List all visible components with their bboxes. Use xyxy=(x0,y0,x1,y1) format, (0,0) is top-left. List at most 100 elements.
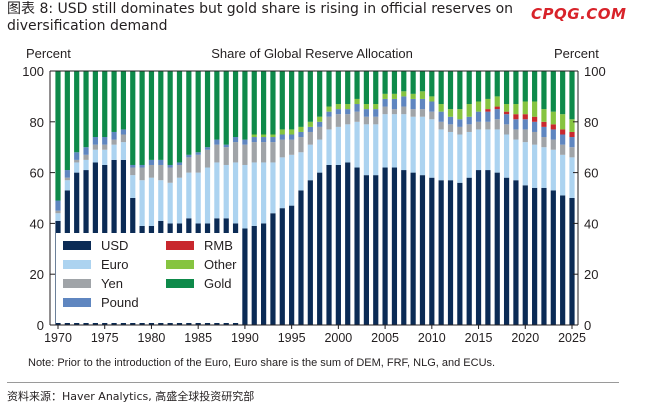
bar-usd-2012 xyxy=(447,180,454,325)
bar-gold-1994 xyxy=(279,71,285,130)
bar-pound-1974 xyxy=(92,137,98,145)
bar-usd-1995 xyxy=(289,205,295,325)
bar-other-2015 xyxy=(475,101,482,112)
bar-gold-1983 xyxy=(176,71,183,163)
bar-usd-2016 xyxy=(485,170,491,325)
bar-gold-2023 xyxy=(550,71,556,112)
bar-gold-1999 xyxy=(326,71,332,107)
bar-rmb-2022 xyxy=(541,121,547,127)
bar-usd-2014 xyxy=(466,177,472,325)
bar-yen-1990 xyxy=(242,144,248,165)
bar-other-2002 xyxy=(354,98,360,105)
bar-rmb-2024 xyxy=(560,129,566,135)
bar-yen-2016 xyxy=(485,121,491,130)
bar-usd-1998 xyxy=(317,172,323,325)
bar-yen-2008 xyxy=(410,109,416,117)
bar-yen-2001 xyxy=(345,114,351,125)
x-tick-label: 2020 xyxy=(511,331,539,345)
bar-euro-1977 xyxy=(120,142,127,160)
bar-yen-2000 xyxy=(335,114,341,127)
bar-yen-2007 xyxy=(401,106,407,115)
bar-pound-1980 xyxy=(148,159,155,165)
bar-euro-2007 xyxy=(401,114,407,171)
bar-yen-1971 xyxy=(64,177,70,181)
bar-euro-1997 xyxy=(307,144,313,181)
bar-pound-1970 xyxy=(55,200,61,211)
bar-euro-2013 xyxy=(457,134,463,183)
bar-yen-1979 xyxy=(139,167,145,181)
legend-label-euro: Euro xyxy=(101,257,128,272)
bar-euro-2011 xyxy=(438,129,444,181)
legend-swatch-usd xyxy=(63,241,91,250)
bar-usd-2009 xyxy=(419,175,426,325)
bar-usd-2021 xyxy=(532,187,538,325)
bar-yen-1993 xyxy=(270,142,276,163)
bar-rmb-2017 xyxy=(494,106,500,110)
bar-pound-1993 xyxy=(270,137,276,143)
bar-pound-2017 xyxy=(494,109,500,120)
bar-euro-1970 xyxy=(55,213,61,221)
bar-pound-1976 xyxy=(111,131,117,140)
legend-swatch-rmb xyxy=(166,241,194,250)
bar-pound-1988 xyxy=(223,144,229,148)
bar-yen-2012 xyxy=(447,124,454,132)
bar-pound-2004 xyxy=(373,109,379,117)
bar-gold-2009 xyxy=(419,71,426,92)
bar-pound-1986 xyxy=(204,147,211,150)
bar-usd-2020 xyxy=(522,185,528,325)
bar-euro-2022 xyxy=(541,147,547,188)
bar-pound-2006 xyxy=(391,98,398,110)
bar-pound-2009 xyxy=(419,98,426,110)
bar-euro-1972 xyxy=(74,162,80,173)
bar-euro-1973 xyxy=(83,159,89,171)
legend-label-pound: Pound xyxy=(101,295,139,310)
bar-pound-2021 xyxy=(532,121,538,132)
bar-pound-1997 xyxy=(307,126,313,132)
bar-other-1993 xyxy=(270,134,276,138)
bar-usd-1990 xyxy=(242,228,248,325)
bar-other-1995 xyxy=(289,129,295,135)
bar-usd-2001 xyxy=(345,162,351,325)
bar-yen-1980 xyxy=(148,164,155,178)
x-tick-label: 2010 xyxy=(418,331,446,345)
bar-gold-2015 xyxy=(475,71,482,102)
bar-gold-1995 xyxy=(289,71,295,130)
bar-pound-2012 xyxy=(447,116,454,125)
bar-pound-2018 xyxy=(503,114,510,125)
bar-usd-1994 xyxy=(279,208,285,325)
bar-yen-1997 xyxy=(307,131,313,145)
bar-usd-2002 xyxy=(354,167,360,325)
bar-pound-2016 xyxy=(485,111,491,122)
bar-gold-2012 xyxy=(447,71,454,110)
bar-pound-1985 xyxy=(195,152,201,155)
x-tick-label: 2000 xyxy=(324,331,352,345)
bar-pound-2002 xyxy=(354,104,360,112)
bar-gold-1980 xyxy=(148,71,155,160)
bar-gold-1974 xyxy=(92,71,98,138)
bar-pound-1998 xyxy=(317,121,323,127)
bar-euro-1979 xyxy=(139,180,145,226)
bar-pound-2019 xyxy=(513,119,519,130)
y-tick-label-left: 40 xyxy=(30,216,44,231)
bar-pound-1991 xyxy=(251,137,257,143)
bar-euro-1975 xyxy=(102,149,108,165)
bar-gold-2000 xyxy=(335,71,341,105)
bar-other-2007 xyxy=(401,91,407,97)
bar-pound-1977 xyxy=(120,129,127,135)
bar-yen-2023 xyxy=(550,139,556,150)
bar-usd-2023 xyxy=(550,190,556,325)
bar-usd-2013 xyxy=(457,182,463,325)
bar-pound-1987 xyxy=(214,139,220,145)
bar-euro-1989 xyxy=(232,162,239,224)
bar-yen-1970 xyxy=(55,210,61,214)
bar-euro-2003 xyxy=(363,124,369,176)
bar-other-2011 xyxy=(438,104,444,112)
bar-usd-1999 xyxy=(326,164,332,325)
bar-usd-2017 xyxy=(494,172,500,325)
bar-euro-1988 xyxy=(223,164,229,219)
bar-other-1991 xyxy=(251,134,257,138)
bar-rmb-2023 xyxy=(550,124,556,130)
bar-yen-1974 xyxy=(92,144,98,150)
bar-gold-2020 xyxy=(522,71,528,102)
